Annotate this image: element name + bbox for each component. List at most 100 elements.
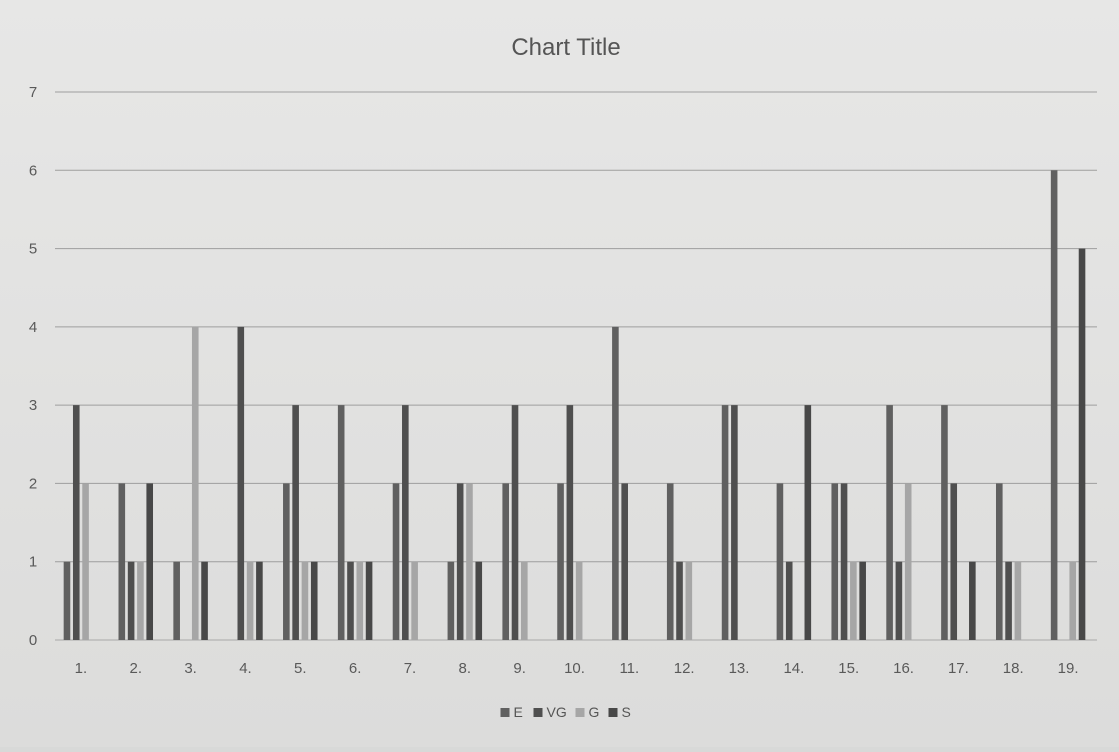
bar-s-6 (365, 561, 373, 640)
bar-e-18 (995, 483, 1003, 640)
x-axis-ticks: 1. 2. 3. 4. 5. 6. 7. 8. 9. 10. 11. 12. 13. 14. 15. 16. 1… (75, 660, 1079, 677)
bar-g-6 (356, 561, 364, 640)
bars (63, 170, 1086, 641)
bar-e-11 (612, 326, 619, 640)
bar-s-2 (146, 483, 154, 640)
bar-e-16 (886, 405, 893, 640)
bar-g-18 (1014, 561, 1022, 640)
bar-vg-12 (676, 561, 683, 640)
bar-vg-2 (127, 561, 135, 640)
bar-e-17 (941, 405, 948, 640)
y-tick-label: 0 (29, 632, 37, 649)
bar-g-16 (904, 483, 912, 640)
x-tick-label: 16. (893, 660, 914, 677)
bar-vg-5 (292, 405, 299, 640)
x-tick-label: 4. (239, 660, 252, 677)
bar-vg-6 (347, 561, 354, 640)
bar-e-6 (337, 405, 345, 640)
bar-e-15 (831, 483, 839, 640)
bar-e-8 (447, 561, 455, 640)
x-tick-label: 2. (130, 660, 143, 677)
y-tick-label: 7 (29, 84, 37, 101)
x-tick-label: 3. (184, 660, 197, 677)
x-tick-label: 15. (838, 660, 859, 677)
bar-g-12 (685, 561, 693, 640)
bar-s-19 (1078, 248, 1086, 640)
bar-vg-10 (566, 405, 574, 640)
legend-label-g: G (589, 704, 600, 720)
x-tick-label: 17. (948, 660, 969, 677)
bar-s-15 (859, 561, 866, 640)
bar-g-5 (301, 561, 309, 640)
x-tick-label: 13. (729, 660, 750, 677)
y-tick-label: 6 (29, 162, 37, 179)
legend-label-s: S (622, 704, 631, 720)
x-tick-label: 11. (619, 660, 639, 677)
bar-e-14 (776, 483, 784, 640)
bar-vg-13 (731, 405, 738, 640)
bar-g-4 (246, 561, 254, 640)
bar-e-13 (721, 405, 729, 640)
x-tick-label: 1. (75, 660, 88, 677)
bar-g-19 (1069, 561, 1077, 640)
bar-vg-8 (456, 483, 464, 640)
bar-vg-1 (72, 405, 80, 640)
x-tick-label: 9. (513, 660, 526, 677)
bar-g-8 (466, 483, 473, 640)
x-tick-label: 7. (404, 660, 417, 677)
legend-label-e: E (514, 704, 523, 720)
bar-g-15 (850, 561, 857, 640)
bar-g-7 (411, 561, 418, 640)
bar-g-2 (137, 561, 144, 640)
x-tick-label: 19. (1058, 660, 1079, 677)
bar-e-12 (666, 483, 674, 640)
bar-e-19 (1050, 170, 1058, 641)
legend-swatch-e (500, 708, 510, 717)
x-tick-label: 14. (783, 660, 804, 677)
x-tick-label: 6. (349, 660, 362, 677)
bar-s-5 (310, 561, 318, 640)
x-tick-label: 5. (294, 660, 307, 677)
bar-e-2 (118, 483, 126, 640)
bar-s-4 (256, 561, 263, 640)
y-tick-label: 2 (29, 475, 37, 492)
bar-vg-17 (950, 483, 958, 640)
bar-vg-15 (840, 483, 848, 640)
bar-vg-7 (402, 405, 409, 640)
legend: E VG G S (500, 704, 631, 720)
bar-e-9 (502, 483, 510, 640)
y-tick-label: 1 (29, 554, 37, 571)
x-tick-label: 10. (564, 660, 585, 677)
y-tick-label: 4 (29, 319, 37, 336)
bar-e-5 (283, 483, 290, 640)
bar-g-10 (575, 561, 583, 640)
bar-e-10 (557, 483, 564, 640)
bar-g-9 (521, 561, 528, 640)
bar-vg-11 (621, 483, 628, 640)
bar-vg-9 (511, 405, 519, 640)
x-tick-label: 18. (1003, 660, 1024, 677)
x-tick-label: 8. (459, 660, 472, 677)
bar-s-14 (804, 405, 812, 640)
gridlines (55, 91, 1097, 641)
chart-title: Chart Title (511, 34, 620, 61)
y-tick-label: 3 (29, 397, 37, 414)
bar-vg-18 (1005, 561, 1012, 640)
bar-g-3 (191, 326, 199, 640)
y-axis-ticks: 0 1 2 3 4 5 6 7 (29, 84, 37, 649)
y-tick-label: 5 (29, 241, 37, 258)
bar-s-8 (475, 561, 483, 640)
bar-e-1 (63, 561, 71, 640)
bar-e-3 (173, 561, 180, 640)
x-tick-label: 12. (674, 660, 695, 677)
bar-s-17 (969, 561, 976, 640)
legend-swatch-s (608, 708, 618, 717)
bar-g-1 (82, 483, 89, 640)
bar-vg-4 (237, 326, 245, 640)
legend-label-vg: VG (547, 704, 567, 720)
bar-e-7 (392, 483, 400, 640)
bar-s-3 (201, 561, 208, 640)
legend-swatch-vg (533, 708, 543, 717)
